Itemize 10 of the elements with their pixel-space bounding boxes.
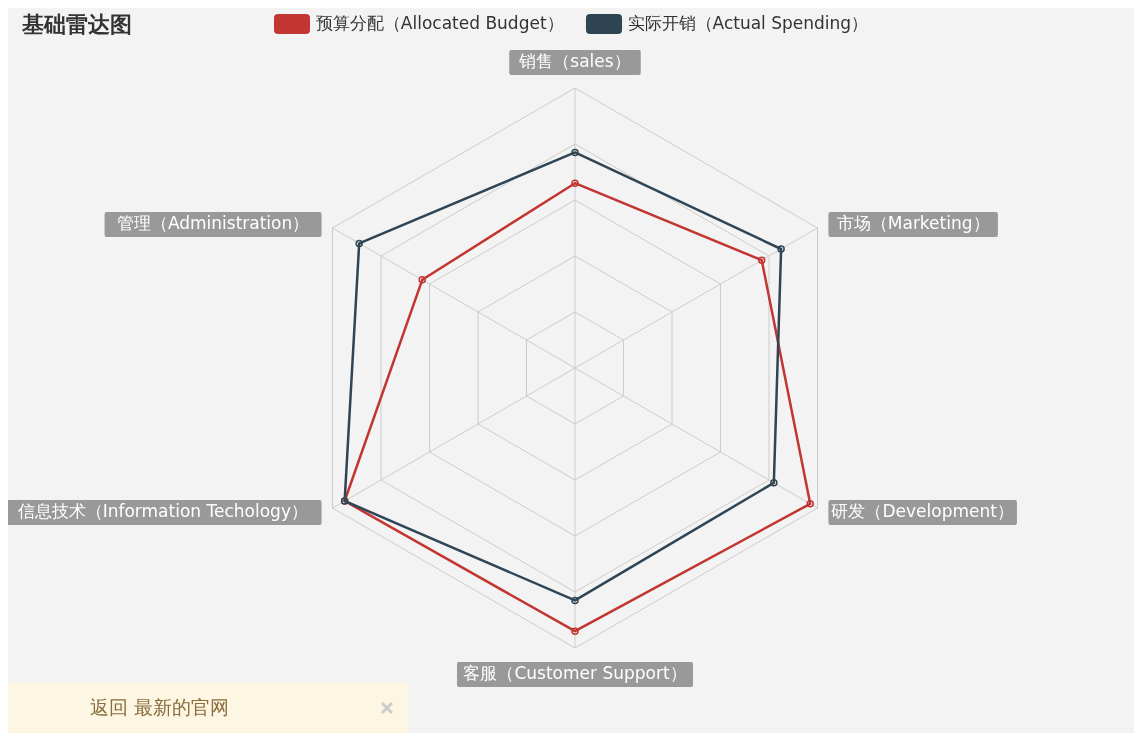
spoke-label: 客服（Customer Support）	[463, 663, 687, 683]
text: 返回 最新的官网	[90, 695, 230, 720]
legend-label: 实际开销（Actual Spending）	[627, 12, 869, 35]
spoke-label: 信息技术（Information Techology）	[17, 501, 308, 521]
spoke-label: 管理（Administration）	[116, 213, 310, 233]
chart-title: 基础雷达图	[22, 11, 132, 39]
spoke-label: 市场（Marketing）	[836, 213, 990, 233]
spoke-label: 研发（Development）	[831, 501, 1014, 521]
legend-label: 预算分配（Allocated Budget）	[315, 12, 564, 35]
spoke-label: 销售（sales）	[518, 51, 631, 71]
